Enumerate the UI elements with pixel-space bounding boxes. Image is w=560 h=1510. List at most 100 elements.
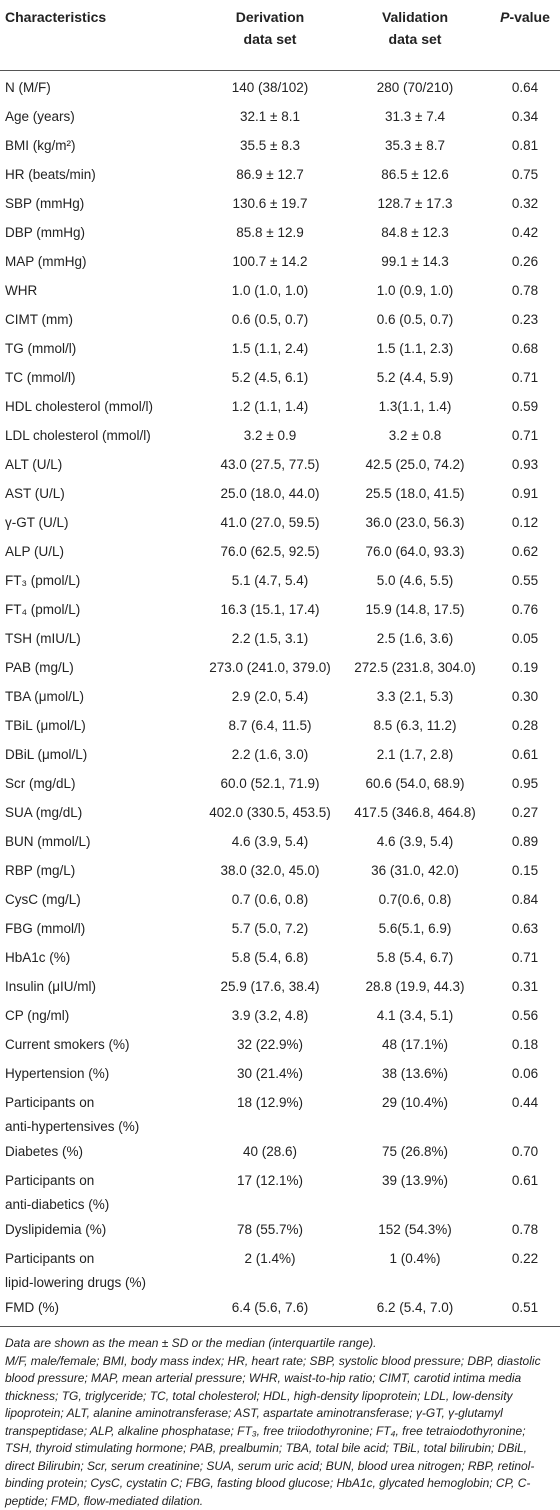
table-cell: 84.8 ± 12.3 (340, 218, 490, 245)
table-cell: 0.7(0.6, 0.8) (340, 885, 490, 912)
table-cell: 273.0 (241.0, 379.0) (200, 653, 340, 680)
table-cell: 32.1 ± 8.1 (200, 102, 340, 129)
table-cell: 41.0 (27.0, 59.5) (200, 508, 340, 535)
row-label: Diabetes (%) (0, 1137, 200, 1164)
table-cell: 0.28 (490, 711, 560, 738)
row-label: TSH (mIU/L) (0, 624, 200, 651)
table-cell: 48 (17.1%) (340, 1030, 490, 1057)
header-cell: Validation data set (340, 0, 490, 70)
table-cell: 4.6 (3.9, 5.4) (200, 827, 340, 854)
table-cell: 25.5 (18.0, 41.5) (340, 479, 490, 506)
row-label: Scr (mg/dL) (0, 769, 200, 796)
table-cell: 280 (70/210) (340, 73, 490, 100)
table-cell: 31.3 ± 7.4 (340, 102, 490, 129)
table-cell: 0.93 (490, 450, 560, 477)
row-label: TC (mmol/l) (0, 363, 200, 390)
table-cell: 8.5 (6.3, 11.2) (340, 711, 490, 738)
table-cell: 0.7 (0.6, 0.8) (200, 885, 340, 912)
row-label: PAB (mg/L) (0, 653, 200, 680)
row-label: Age (years) (0, 102, 200, 129)
table-row: DBiL (μmol/L)2.2 (1.6, 3.0)2.1 (1.7, 2.8… (0, 740, 560, 769)
table-cell: 0.19 (490, 653, 560, 680)
row-label: FT₃ (pmol/L) (0, 566, 200, 593)
table-cell: 29 (10.4%) (340, 1088, 490, 1115)
table-cell: 0.81 (490, 131, 560, 158)
table-cell: 6.2 (5.4, 7.0) (340, 1293, 490, 1320)
table-cell: 0.05 (490, 624, 560, 651)
row-label: TG (mmol/l) (0, 334, 200, 361)
table-cell: 0.06 (490, 1059, 560, 1086)
table-row: RBP (mg/L)38.0 (32.0, 45.0)36 (31.0, 42.… (0, 856, 560, 885)
table-cell: 0.75 (490, 160, 560, 187)
table-row: TG (mmol/l)1.5 (1.1, 2.4)1.5 (1.1, 2.3)0… (0, 334, 560, 363)
footnote: Data are shown as the mean ± SD or the m… (5, 1335, 555, 1353)
table-cell: 25.0 (18.0, 44.0) (200, 479, 340, 506)
table-row: FT₃ (pmol/L)5.1 (4.7, 5.4)5.0 (4.6, 5.5)… (0, 566, 560, 595)
table-cell: 16.3 (15.1, 17.4) (200, 595, 340, 622)
table-cell: 0.23 (490, 305, 560, 332)
row-label: CP (ng/ml) (0, 1001, 200, 1028)
table-row: N (M/F)140 (38/102)280 (70/210)0.64 (0, 73, 560, 102)
table-cell: 0.76 (490, 595, 560, 622)
row-label: BUN (mmol/L) (0, 827, 200, 854)
footnote: M/F, male/female; BMI, body mass index; … (5, 1353, 555, 1510)
table-cell: 0.12 (490, 508, 560, 535)
table-cell: 0.71 (490, 943, 560, 970)
table-cell: 5.6(5.1, 6.9) (340, 914, 490, 941)
row-label: RBP (mg/L) (0, 856, 200, 883)
table-row: γ-GT (U/L)41.0 (27.0, 59.5)36.0 (23.0, 5… (0, 508, 560, 537)
table-cell: 0.95 (490, 769, 560, 796)
table-cell: 0.84 (490, 885, 560, 912)
header-cell: P-value (490, 0, 560, 70)
row-label: CIMT (mm) (0, 305, 200, 332)
table-row: Participants on lipid-lowering drugs (%)… (0, 1244, 560, 1293)
table-cell: 0.27 (490, 798, 560, 825)
table-cell: 0.68 (490, 334, 560, 361)
table-cell: 3.9 (3.2, 4.8) (200, 1001, 340, 1028)
table-cell: 2.2 (1.6, 3.0) (200, 740, 340, 767)
table-row: Participants on anti-diabetics (%)17 (12… (0, 1166, 560, 1215)
table-cell: 99.1 ± 14.3 (340, 247, 490, 274)
table-cell: 3.2 ± 0.8 (340, 421, 490, 448)
row-label: Current smokers (%) (0, 1030, 200, 1057)
table-cell: 402.0 (330.5, 453.5) (200, 798, 340, 825)
table-cell: 0.91 (490, 479, 560, 506)
table-cell: 1.5 (1.1, 2.3) (340, 334, 490, 361)
table-cell: 43.0 (27.5, 77.5) (200, 450, 340, 477)
table-cell: 36.0 (23.0, 56.3) (340, 508, 490, 535)
table-cell: 130.6 ± 19.7 (200, 189, 340, 216)
table-cell: 38.0 (32.0, 45.0) (200, 856, 340, 883)
table-cell: 76.0 (64.0, 93.3) (340, 537, 490, 564)
row-label: LDL cholesterol (mmol/l) (0, 421, 200, 448)
table-cell: 86.5 ± 12.6 (340, 160, 490, 187)
table-cell: 4.6 (3.9, 5.4) (340, 827, 490, 854)
table-cell: 0.42 (490, 218, 560, 245)
table-row: ALP (U/L)76.0 (62.5, 92.5)76.0 (64.0, 93… (0, 537, 560, 566)
table-cell: 8.7 (6.4, 11.5) (200, 711, 340, 738)
table-row: Scr (mg/dL)60.0 (52.1, 71.9)60.6 (54.0, … (0, 769, 560, 798)
table-cell: 0.31 (490, 972, 560, 999)
table-cell: 0.56 (490, 1001, 560, 1028)
table-cell: 39 (13.9%) (340, 1166, 490, 1193)
table-row: SUA (mg/dL)402.0 (330.5, 453.5)417.5 (34… (0, 798, 560, 827)
table-cell: 0.61 (490, 740, 560, 767)
table-cell: 0.64 (490, 73, 560, 100)
table-cell: 3.3 (2.1, 5.3) (340, 682, 490, 709)
row-label: N (M/F) (0, 73, 200, 100)
table-cell: 32 (22.9%) (200, 1030, 340, 1057)
row-label: TBiL (μmol/L) (0, 711, 200, 738)
table-cell: 76.0 (62.5, 92.5) (200, 537, 340, 564)
table-cell: 78 (55.7%) (200, 1215, 340, 1242)
table-cell: 152 (54.3%) (340, 1215, 490, 1242)
row-label: HDL cholesterol (mmol/l) (0, 392, 200, 419)
table-row: Diabetes (%)40 (28.6)75 (26.8%)0.70 (0, 1137, 560, 1166)
table-cell: 0.78 (490, 276, 560, 303)
table-cell: 1 (0.4%) (340, 1244, 490, 1271)
table-row: AST (U/L)25.0 (18.0, 44.0)25.5 (18.0, 41… (0, 479, 560, 508)
row-label: TBA (μmol/L) (0, 682, 200, 709)
table-cell: 3.2 ± 0.9 (200, 421, 340, 448)
